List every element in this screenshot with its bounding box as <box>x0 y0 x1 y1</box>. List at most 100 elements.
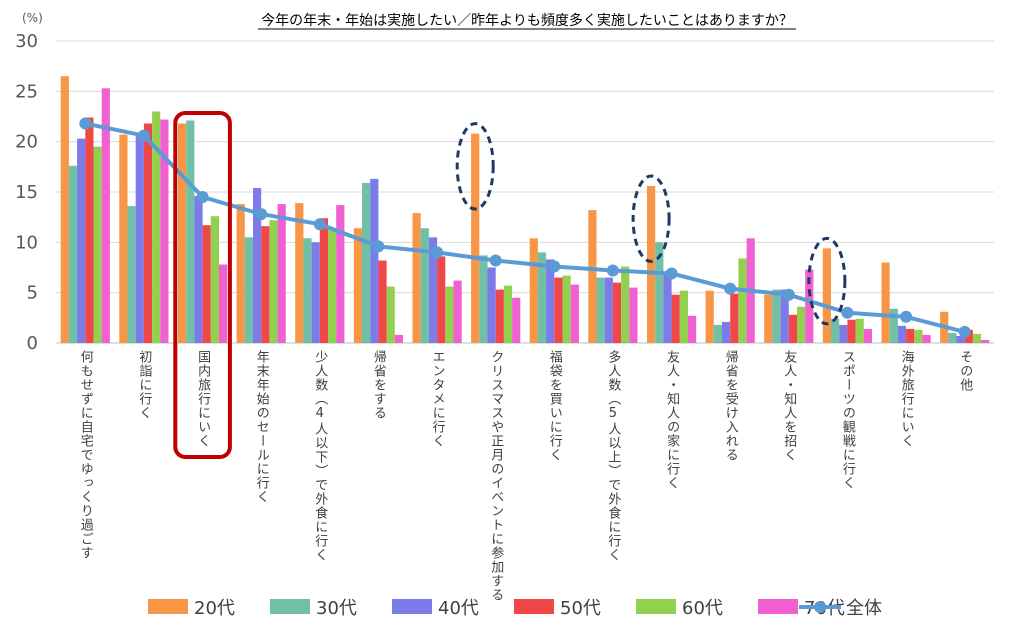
bar <box>445 286 454 343</box>
bar <box>386 286 395 343</box>
overall-point <box>665 267 678 280</box>
bar <box>713 324 722 343</box>
x-tick-label: 多人数（5人以上）で外食に行く <box>605 349 621 562</box>
overall-point <box>137 129 150 142</box>
bar <box>135 133 144 343</box>
bar <box>303 238 312 343</box>
bar <box>487 267 496 343</box>
bar <box>647 186 656 343</box>
bar <box>68 165 78 343</box>
bar <box>437 256 446 343</box>
bar <box>688 315 697 343</box>
overall-point <box>606 264 619 277</box>
bar <box>529 238 538 343</box>
bar <box>269 220 278 343</box>
bar <box>537 252 547 343</box>
y-axis-ticks: 0 5 10 15 20 25 30 <box>15 31 38 354</box>
bar <box>629 287 638 343</box>
legend-label: 30代 <box>316 598 357 619</box>
x-tick-label: 年末年始のセールに行く <box>254 350 270 504</box>
bar <box>495 289 504 343</box>
bar <box>277 204 286 343</box>
bar <box>546 259 555 343</box>
highlights <box>173 111 847 459</box>
highlight-ellipse <box>807 236 847 326</box>
x-tick-label: その他 <box>957 350 973 392</box>
bar <box>655 242 664 343</box>
highlight-box <box>173 111 232 459</box>
bar <box>370 178 379 343</box>
x-tick-label: 友人・知人の家に行く <box>664 349 680 490</box>
highlight-ellipse <box>631 174 671 263</box>
legend-label: 60代 <box>682 598 723 619</box>
bar <box>353 228 362 343</box>
bar <box>503 285 513 343</box>
bar <box>336 205 345 343</box>
bar <box>420 228 429 343</box>
bar <box>236 204 245 343</box>
bar <box>596 277 605 343</box>
legend-label: 20代 <box>194 598 235 619</box>
bar <box>948 332 957 343</box>
bar <box>253 188 262 343</box>
bar <box>881 262 890 343</box>
legend-label: 全体 <box>846 598 882 619</box>
x-tick-label: 帰省を受け入れる <box>723 349 739 462</box>
overall-point <box>372 240 385 253</box>
bars <box>60 76 990 343</box>
bar <box>839 324 848 343</box>
y-unit-label: (%) <box>22 11 43 25</box>
legend-swatch <box>514 599 554 614</box>
bar <box>822 248 831 343</box>
bar <box>972 333 982 343</box>
bar <box>570 284 579 343</box>
x-tick-label: 国内旅行にいく <box>195 350 211 448</box>
bar <box>922 334 931 343</box>
x-tick-label: 友人・知人を招く <box>781 349 797 462</box>
bar <box>194 196 203 343</box>
bar <box>764 294 773 343</box>
bar <box>93 146 102 343</box>
x-tick-label: クリスマスや正月のイベントに参加する <box>488 350 504 602</box>
bar <box>394 334 403 343</box>
bar <box>60 76 69 343</box>
bar <box>855 318 864 343</box>
bar <box>378 260 387 343</box>
bar <box>863 328 872 343</box>
x-tick-label: スポーツの観戦に行く <box>840 350 856 490</box>
bar <box>981 340 990 343</box>
bar <box>362 182 371 343</box>
bar <box>562 275 571 343</box>
bar <box>152 111 161 343</box>
bar <box>412 213 421 343</box>
overall-point <box>548 260 561 273</box>
bar <box>679 290 688 343</box>
bar <box>663 273 672 343</box>
bar <box>471 133 480 343</box>
legend-swatch <box>758 599 798 614</box>
overall-point <box>782 288 795 301</box>
x-tick-label: 帰省をする <box>371 349 387 420</box>
bar <box>119 134 128 343</box>
y-tick-label: 10 <box>15 232 38 253</box>
bar <box>705 290 714 343</box>
bar <box>772 289 781 343</box>
x-tick-label: 海外旅行にいく <box>899 350 915 448</box>
overall-series-line <box>84 121 966 334</box>
bar <box>77 138 86 343</box>
y-tick-label: 0 <box>27 333 38 354</box>
overall-point <box>196 191 209 203</box>
x-tick-label: 何もせずに自宅でゆっくり過ごす <box>78 349 94 560</box>
bar <box>621 266 630 343</box>
bar <box>847 319 856 343</box>
bar <box>554 277 563 343</box>
bar <box>722 321 731 343</box>
bar <box>964 329 973 343</box>
x-axis-labels: 何もせずに自宅でゆっくり過ごす 初詣に行く 国内旅行にいく 年末年始のセールに行く 少人… <box>78 349 973 602</box>
y-tick-label: 15 <box>15 182 38 203</box>
x-tick-label: 初詣に行く <box>136 350 152 420</box>
bar <box>671 294 680 343</box>
bar <box>730 293 739 343</box>
bar <box>319 218 328 343</box>
